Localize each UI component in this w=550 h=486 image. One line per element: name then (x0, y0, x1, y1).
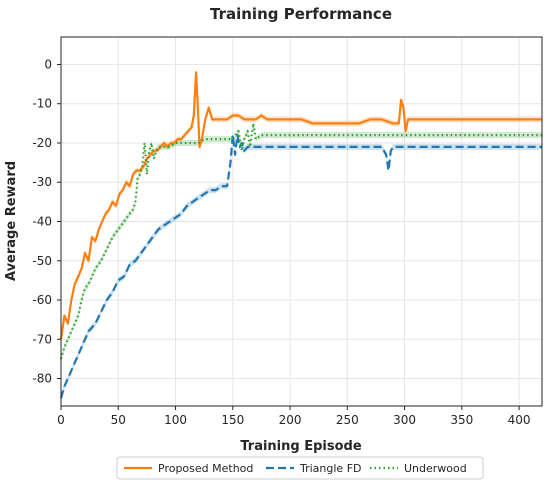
x-tick-label: 250 (336, 413, 359, 427)
y-tick-label: -70 (32, 332, 52, 346)
x-tick-label: 150 (221, 413, 244, 427)
grid (60, 37, 542, 406)
y-tick-label: -10 (32, 97, 52, 111)
x-axis-ticks: 0 50 100 150 200 250 300 350 400 (57, 406, 531, 427)
x-tick-label: 0 (57, 413, 65, 427)
series-lines (59, 71, 542, 399)
series-line-0 (59, 71, 542, 340)
x-tick-label: 300 (393, 413, 416, 427)
y-tick-label: -40 (32, 215, 52, 229)
chart-title: Training Performance (210, 5, 392, 23)
y-tick-label: -80 (32, 372, 52, 386)
legend-label-2: Underwood (404, 462, 467, 475)
y-tick-label: -30 (32, 175, 52, 189)
x-tick-label: 100 (164, 413, 187, 427)
series-line-1 (59, 134, 542, 399)
legend: Proposed Method Triangle FD Underwood (116, 456, 484, 480)
legend-label-0: Proposed Method (158, 462, 253, 475)
y-tick-label: 0 (44, 57, 52, 71)
legend-box (116, 456, 484, 480)
legend-label-1: Triangle FD (299, 462, 362, 475)
x-tick-label: 200 (279, 413, 302, 427)
x-tick-label: 400 (508, 413, 531, 427)
y-tick-label: -20 (32, 136, 52, 150)
x-tick-label: 50 (111, 413, 126, 427)
x-tick-label: 350 (450, 413, 473, 427)
y-axis-ticks: 0 -10 -20 -30 -40 -50 -60 -70 -80 (32, 57, 61, 386)
y-tick-label: -60 (32, 293, 52, 307)
x-axis-label: Training Episode (240, 439, 361, 454)
y-tick-label: -50 (32, 254, 52, 268)
y-axis-label: Average Reward (4, 161, 19, 281)
